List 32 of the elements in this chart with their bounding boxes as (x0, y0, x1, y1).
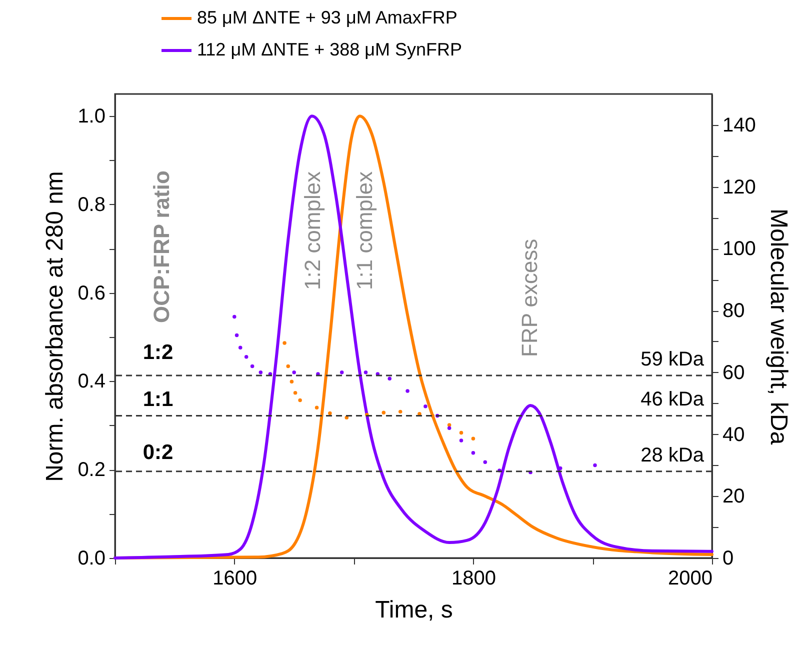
x-tick-label: 2000 (668, 568, 712, 590)
annotation: 1:1 (142, 388, 174, 411)
x-tick-label: 1600 (212, 568, 258, 590)
y2-tick-label: 100 (722, 238, 756, 260)
x-tick-label: 1800 (451, 568, 496, 590)
y2-tick-label: 20 (722, 486, 745, 508)
y2-tick-label: 80 (722, 300, 745, 322)
y2-tick-label: 120 (722, 176, 756, 198)
y2-tick-label: 0 (722, 548, 734, 570)
y-tick-label: 0.0 (78, 548, 106, 570)
y2-tick-label: 40 (722, 424, 745, 446)
annotation: FRP excess (517, 238, 542, 357)
y-tick-label: 0.2 (78, 459, 106, 482)
legend-label: 85 μM ΔNTE + 93 μM AmaxFRP (197, 8, 458, 28)
annotation: 0:2 (142, 441, 174, 464)
x-axis-title: Time, s (375, 596, 453, 624)
annotation: OCP:FRP ratio (149, 170, 174, 323)
annotation: 1:1 complex (352, 171, 377, 290)
y-tick-label: 0.8 (78, 194, 106, 216)
ref-line-label: 46 kDa (640, 388, 705, 411)
y2-tick-label: 60 (722, 362, 745, 384)
y-tick-label: 1.0 (78, 106, 106, 128)
ref-line-label: 59 kDa (640, 348, 705, 370)
y-axis-title: Norm. absorbance at 280 nm (42, 171, 69, 482)
annotation: 1:2 complex (300, 171, 325, 290)
annotation: 1:2 (142, 341, 174, 364)
legend-label: 112 μM ΔNTE + 388 μM SynFRP (197, 40, 462, 60)
ref-line-label: 28 kDa (640, 444, 705, 466)
y-tick-label: 0.4 (78, 370, 106, 393)
y2-axis-title: Molecular weight, kDa (764, 208, 792, 446)
y-tick-label: 0.6 (78, 282, 106, 304)
y2-tick-label: 140 (722, 114, 756, 136)
